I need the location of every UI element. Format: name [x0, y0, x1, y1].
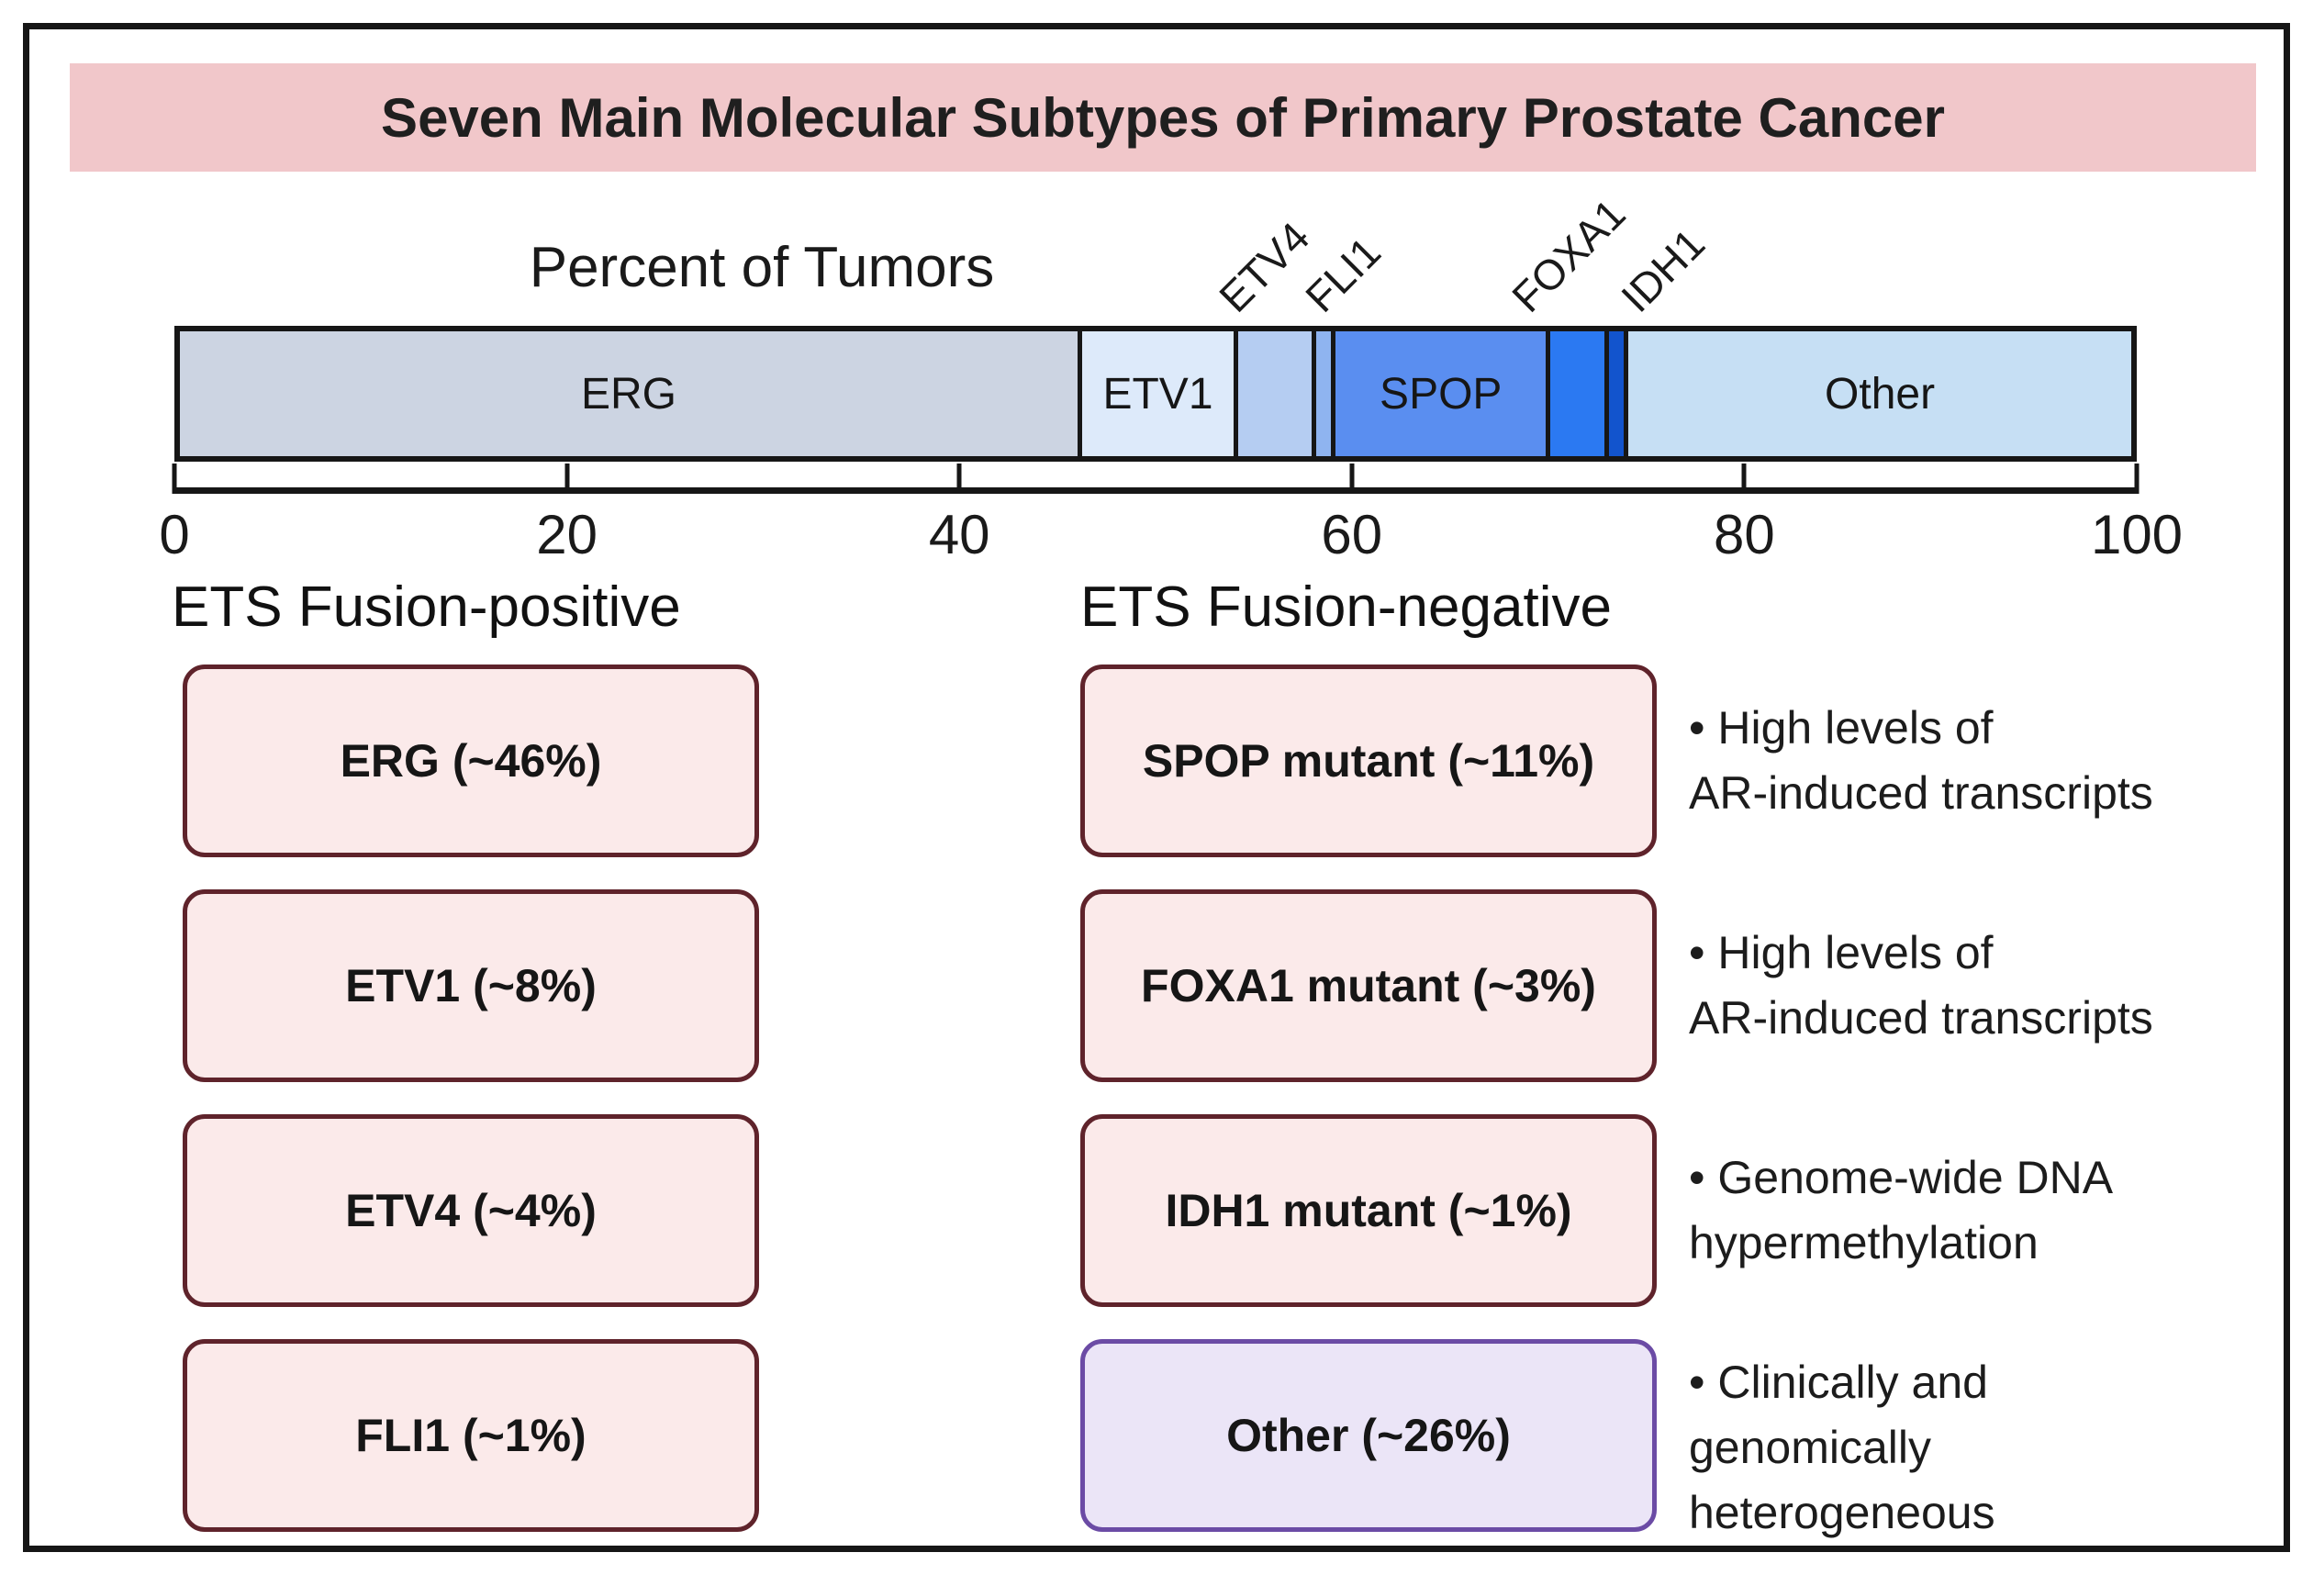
bar-segment-idh1: [1603, 331, 1625, 456]
bar-segment-label: ETV1: [1102, 369, 1213, 419]
subtype-box-label: SPOP mutant (~11%): [1142, 735, 1595, 787]
bar-segment-erg: ERG: [180, 331, 1078, 456]
axis-tick-label: 20: [536, 504, 598, 565]
column-header-positive: ETS Fusion-positive: [172, 575, 681, 639]
axis-tick: [956, 464, 962, 494]
axis-ruler: [172, 464, 2140, 494]
note-idh1: • Genome-wide DNA hypermethylation: [1689, 1152, 2114, 1268]
bar-segment-label: ERG: [580, 369, 676, 419]
bar-axis-label: Percent of Tumors: [529, 236, 995, 299]
axis-tick: [1741, 464, 1747, 494]
axis-tick: [564, 464, 570, 494]
subtype-box-label: ETV1 (~8%): [345, 960, 597, 1011]
axis-tick: [1349, 464, 1355, 494]
subtype-box-label: FOXA1 mutant (~3%): [1141, 960, 1596, 1011]
axis-tick: [2134, 464, 2140, 494]
axis-tick-label: 0: [159, 504, 190, 565]
title-banner: Seven Main Molecular Subtypes of Primary…: [70, 63, 2256, 172]
bar-segment-spop: SPOP: [1331, 331, 1547, 456]
column-header-negative: ETS Fusion-negative: [1080, 575, 1612, 639]
subtype-box-label: ERG (~46%): [340, 735, 602, 787]
bar-segment-foxa1: [1546, 331, 1604, 456]
subtype-box-foxa1: FOXA1 mutant (~3%): [1080, 889, 1657, 1082]
subtype-box-etv4: ETV4 (~4%): [183, 1114, 759, 1307]
axis-tick-label: 100: [2090, 504, 2184, 565]
subtype-box-etv1: ETV1 (~8%): [183, 889, 759, 1082]
subtype-box-label: FLI1 (~1%): [355, 1410, 587, 1461]
subtype-box-label: Other (~26%): [1226, 1410, 1511, 1461]
note-spop: • High levels of AR-induced transcripts: [1689, 702, 2153, 819]
bar-segment-fli1: [1312, 331, 1332, 456]
bar-segment-label: Other: [1825, 369, 1936, 419]
subtype-box-spop: SPOP mutant (~11%): [1080, 665, 1657, 857]
stacked-percentage-bar: ERG ETV1 SPOP Other: [174, 326, 2137, 462]
subtype-box-label: IDH1 mutant (~1%): [1165, 1185, 1572, 1236]
subtype-box-label: ETV4 (~4%): [345, 1185, 597, 1236]
bar-segment-etv4: [1234, 331, 1313, 456]
figure-title: Seven Main Molecular Subtypes of Primary…: [381, 86, 1945, 149]
bar-segment-other: Other: [1624, 331, 2131, 456]
axis-tick-label: 80: [1714, 504, 1775, 565]
axis-tick-label: 60: [1321, 504, 1383, 565]
subtype-box-fli1: FLI1 (~1%): [183, 1339, 759, 1532]
axis-tick-labels: 0 20 40 60 80 100: [159, 503, 2183, 567]
axis-tick: [172, 464, 177, 494]
subtype-box-idh1: IDH1 mutant (~1%): [1080, 1114, 1657, 1307]
subtype-box-erg: ERG (~46%): [183, 665, 759, 857]
subtype-box-other: Other (~26%): [1080, 1339, 1657, 1532]
note-foxa1: • High levels of AR-induced transcripts: [1689, 927, 2153, 1044]
axis-tick-label: 40: [928, 504, 990, 565]
bar-segment-etv1: ETV1: [1077, 331, 1235, 456]
axis-line: [174, 487, 2137, 494]
note-other: • Clinically and genomically heterogeneo…: [1689, 1357, 1995, 1538]
bar-segment-label: SPOP: [1380, 369, 1503, 419]
